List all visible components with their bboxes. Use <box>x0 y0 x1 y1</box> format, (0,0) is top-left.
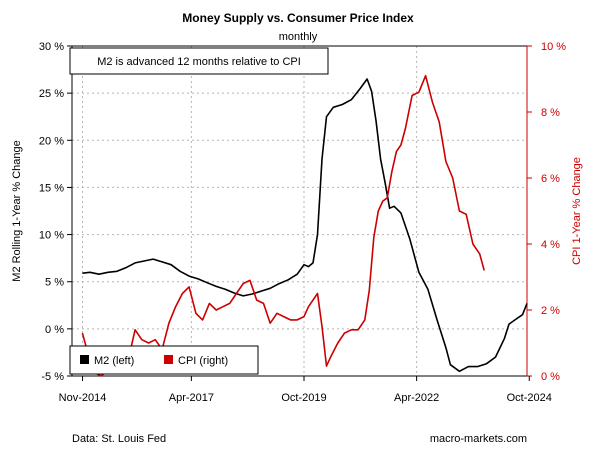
annotation-text: M2 is advanced 12 months relative to CPI <box>97 56 301 68</box>
legend-label-m2: M2 (left) <box>94 355 134 367</box>
x-tick-label: Oct-2019 <box>281 392 326 404</box>
y-tick-label-right: 10 % <box>541 41 566 53</box>
y-tick-label-left: 30 % <box>39 41 64 53</box>
legend-label-cpi: CPI (right) <box>178 355 228 367</box>
series-line-m2 <box>82 79 527 371</box>
chart-subtitle: monthly <box>279 31 318 43</box>
x-axis: Nov-2014 Apr-2017 Oct-2019 Apr-2022 Oct-2024 <box>59 376 552 404</box>
legend: M2 (left) CPI (right) <box>70 346 258 374</box>
x-tick-label: Nov-2014 <box>59 392 107 404</box>
y-tick-label-left: 20 % <box>39 135 64 147</box>
annotation-box: M2 is advanced 12 months relative to CPI <box>70 48 328 74</box>
y-tick-label-left: 25 % <box>39 88 64 100</box>
series-line-cpi <box>82 76 484 376</box>
series-layer <box>82 76 527 376</box>
y-tick-label-left: -5 % <box>41 371 64 383</box>
y-tick-label-right: 0 % <box>541 371 560 383</box>
right-axis: 0 % 2 % 4 % 6 % 8 % 10 % <box>527 41 566 383</box>
x-tick-label: Oct-2024 <box>507 392 552 404</box>
y-axis-right-label: CPI 1-Year % Change <box>571 157 583 265</box>
y-tick-label-left: 0 % <box>45 324 64 336</box>
y-tick-label-right: 8 % <box>541 107 560 119</box>
chart: Money Supply vs. Consumer Price Index mo… <box>0 0 600 450</box>
legend-swatch-cpi <box>164 355 173 364</box>
x-tick-label: Apr-2017 <box>169 392 214 404</box>
chart-title: Money Supply vs. Consumer Price Index <box>182 11 414 25</box>
y-tick-label-left: 10 % <box>39 230 64 242</box>
left-axis: -5 % 0 % 5 % 10 % 15 % 20 % 25 % 30 % <box>39 41 72 383</box>
source-label: Data: St. Louis Fed <box>72 433 166 445</box>
y-tick-label-left: 15 % <box>39 182 64 194</box>
x-tick-label: Apr-2022 <box>394 392 439 404</box>
site-label: macro-markets.com <box>430 433 527 445</box>
y-tick-label-right: 6 % <box>541 173 560 185</box>
y-tick-label-right: 2 % <box>541 305 560 317</box>
y-axis-left-label: M2 Rolling 1-Year % Change <box>11 140 23 281</box>
legend-swatch-m2 <box>80 355 89 364</box>
y-tick-label-right: 4 % <box>541 239 560 251</box>
y-tick-label-left: 5 % <box>45 277 64 289</box>
